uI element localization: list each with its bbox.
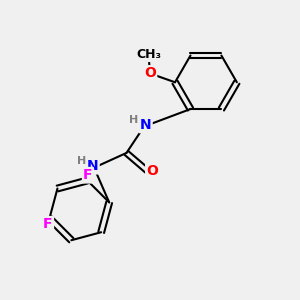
Text: F: F (83, 168, 93, 182)
Text: H: H (77, 156, 86, 166)
Text: F: F (43, 217, 53, 231)
Text: CH₃: CH₃ (136, 48, 161, 61)
Text: N: N (140, 118, 152, 132)
Text: O: O (146, 164, 158, 178)
Text: H: H (129, 115, 138, 125)
Text: O: O (144, 66, 156, 80)
Text: N: N (87, 159, 98, 173)
